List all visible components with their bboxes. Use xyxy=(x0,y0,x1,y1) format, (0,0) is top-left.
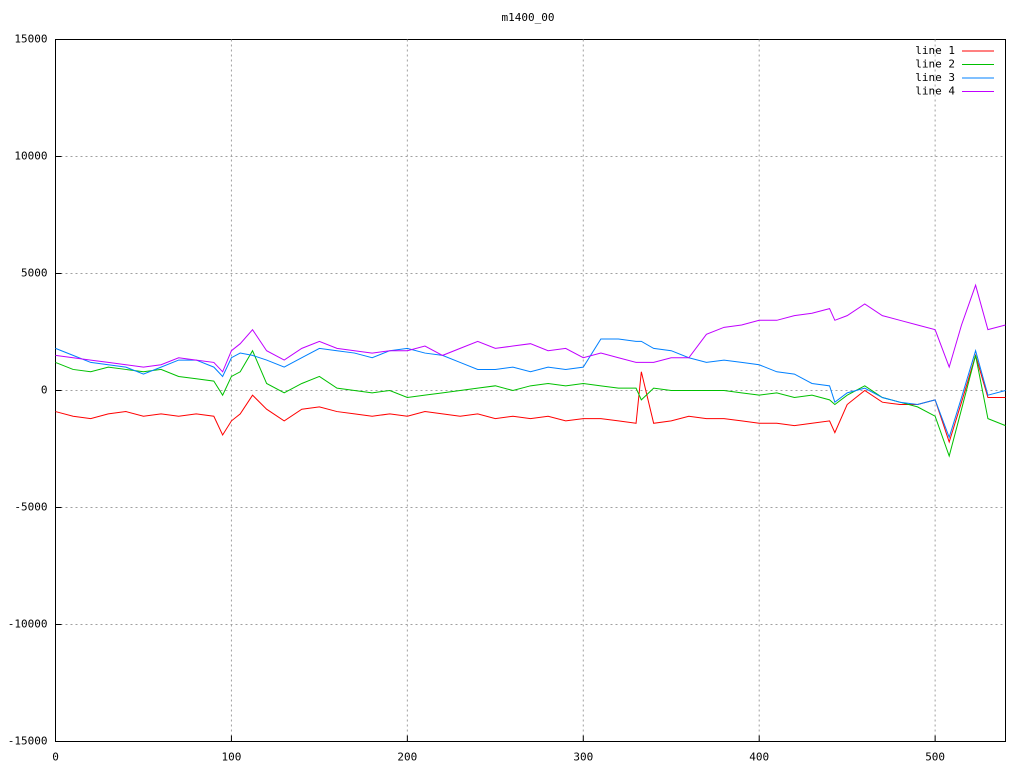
x-tick-label: 400 xyxy=(749,751,769,764)
legend-label: line 3 xyxy=(915,71,955,84)
x-tick-label: 200 xyxy=(397,751,417,764)
y-tick-label: 0 xyxy=(41,384,48,397)
legend-label: line 4 xyxy=(915,85,955,98)
y-tick-label: 15000 xyxy=(14,33,47,46)
y-tick-label: -15000 xyxy=(8,735,48,748)
x-tick-label: 100 xyxy=(221,751,241,764)
legend-label: line 1 xyxy=(915,44,955,57)
y-tick-label: -10000 xyxy=(8,618,48,631)
x-tick-label: 500 xyxy=(925,751,945,764)
chart-title: m1400_00 xyxy=(502,11,555,24)
x-tick-label: 0 xyxy=(52,751,59,764)
legend-label: line 2 xyxy=(915,58,955,71)
y-tick-label: -5000 xyxy=(14,501,47,514)
series-line xyxy=(55,338,1006,439)
x-tick-label: 300 xyxy=(573,751,593,764)
series-line xyxy=(55,283,1006,373)
series-line xyxy=(55,349,1006,458)
y-tick-label: 10000 xyxy=(14,150,47,163)
series-line xyxy=(55,353,1006,444)
y-tick-label: 5000 xyxy=(21,267,48,280)
